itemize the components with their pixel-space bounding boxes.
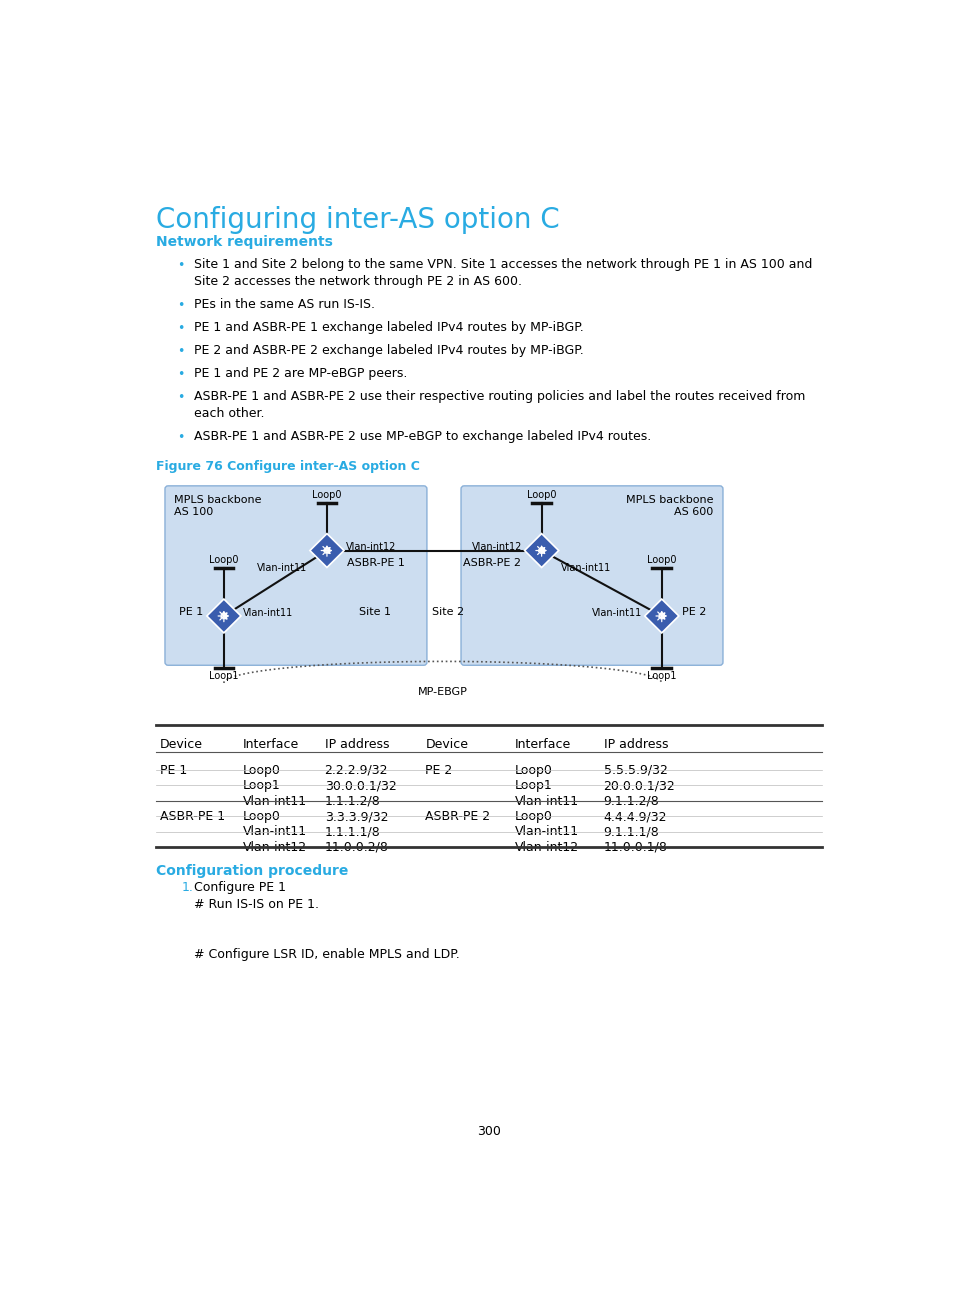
Text: Vlan-int11: Vlan-int11 xyxy=(243,826,307,839)
Text: ASBR-PE 1: ASBR-PE 1 xyxy=(159,810,225,823)
Text: ASBR-PE 2: ASBR-PE 2 xyxy=(463,559,521,568)
Text: Interface: Interface xyxy=(243,737,299,750)
Text: •: • xyxy=(176,432,184,445)
Text: Site 2: Site 2 xyxy=(432,607,464,617)
Text: PE 1: PE 1 xyxy=(159,763,187,776)
Text: Loop0: Loop0 xyxy=(243,763,281,776)
Text: Loop1: Loop1 xyxy=(514,779,552,792)
Text: MPLS backbone
AS 100: MPLS backbone AS 100 xyxy=(174,495,261,517)
Text: Loop0: Loop0 xyxy=(243,810,281,823)
Text: •: • xyxy=(176,391,184,404)
Text: Site 1 and Site 2 belong to the same VPN. Site 1 accesses the network through PE: Site 1 and Site 2 belong to the same VPN… xyxy=(194,258,812,288)
Text: •: • xyxy=(176,345,184,358)
Text: # Run IS-IS on PE 1.: # Run IS-IS on PE 1. xyxy=(194,898,319,911)
Text: Device: Device xyxy=(159,737,202,750)
Text: Vlan-int11: Vlan-int11 xyxy=(592,608,641,618)
FancyBboxPatch shape xyxy=(460,486,722,665)
Text: •: • xyxy=(176,299,184,312)
Text: Interface: Interface xyxy=(514,737,570,750)
Text: •: • xyxy=(176,368,184,381)
Text: 5.5.5.9/32: 5.5.5.9/32 xyxy=(603,763,667,776)
Text: 9.1.1.1/8: 9.1.1.1/8 xyxy=(603,826,659,839)
Text: 1.1.1.2/8: 1.1.1.2/8 xyxy=(324,794,380,807)
Text: ASBR-PE 1: ASBR-PE 1 xyxy=(347,559,405,568)
Text: Network requirements: Network requirements xyxy=(155,235,333,249)
Polygon shape xyxy=(310,534,344,568)
Text: Vlan-int11: Vlan-int11 xyxy=(243,608,294,618)
Text: ASBR-PE 2: ASBR-PE 2 xyxy=(425,810,490,823)
Text: PE 2 and ASBR-PE 2 exchange labeled IPv4 routes by MP-iBGP.: PE 2 and ASBR-PE 2 exchange labeled IPv4… xyxy=(194,345,583,358)
Text: PE 2: PE 2 xyxy=(425,763,452,776)
Text: MP-EBGP: MP-EBGP xyxy=(417,687,467,697)
Text: 4.4.4.9/32: 4.4.4.9/32 xyxy=(603,810,666,823)
Text: •: • xyxy=(176,321,184,334)
Text: Loop0: Loop0 xyxy=(526,490,556,500)
Text: Vlan-int12: Vlan-int12 xyxy=(243,841,307,854)
Text: •: • xyxy=(176,259,184,272)
Text: 20.0.0.1/32: 20.0.0.1/32 xyxy=(603,779,675,792)
Text: Vlan-int11: Vlan-int11 xyxy=(243,794,307,807)
Text: # Configure LSR ID, enable MPLS and LDP.: # Configure LSR ID, enable MPLS and LDP. xyxy=(194,947,459,960)
Text: 11.0.0.1/8: 11.0.0.1/8 xyxy=(603,841,667,854)
Text: PE 2: PE 2 xyxy=(681,607,705,617)
Text: 300: 300 xyxy=(476,1125,500,1138)
Text: 1.1.1.1/8: 1.1.1.1/8 xyxy=(324,826,380,839)
Text: ASBR-PE 1 and ASBR-PE 2 use their respective routing policies and label the rout: ASBR-PE 1 and ASBR-PE 2 use their respec… xyxy=(194,390,805,420)
Text: Vlan-int12: Vlan-int12 xyxy=(472,543,521,552)
Text: Vlan-int11: Vlan-int11 xyxy=(560,562,611,573)
Text: Vlan-int11: Vlan-int11 xyxy=(257,562,307,573)
Text: IP address: IP address xyxy=(603,737,667,750)
Text: Loop1: Loop1 xyxy=(209,670,238,680)
Text: PEs in the same AS run IS-IS.: PEs in the same AS run IS-IS. xyxy=(194,298,375,311)
Text: 1.: 1. xyxy=(181,881,193,894)
Text: Loop1: Loop1 xyxy=(646,670,676,680)
Text: Configure PE 1: Configure PE 1 xyxy=(194,881,286,894)
Text: Loop0: Loop0 xyxy=(514,763,552,776)
Text: PE 1 and PE 2 are MP-eBGP peers.: PE 1 and PE 2 are MP-eBGP peers. xyxy=(194,367,407,380)
Text: Site 1: Site 1 xyxy=(359,607,391,617)
Text: 11.0.0.2/8: 11.0.0.2/8 xyxy=(324,841,388,854)
Text: 30.0.0.1/32: 30.0.0.1/32 xyxy=(324,779,395,792)
Text: Vlan-int11: Vlan-int11 xyxy=(514,826,578,839)
Text: MPLS backbone
AS 600: MPLS backbone AS 600 xyxy=(625,495,713,517)
Text: PE 1: PE 1 xyxy=(179,607,204,617)
Polygon shape xyxy=(644,599,679,632)
Polygon shape xyxy=(207,599,241,632)
Text: Loop0: Loop0 xyxy=(209,555,238,565)
Text: Loop0: Loop0 xyxy=(312,490,341,500)
Text: Loop1: Loop1 xyxy=(243,779,281,792)
Polygon shape xyxy=(524,534,558,568)
Text: 3.3.3.9/32: 3.3.3.9/32 xyxy=(324,810,388,823)
Text: Vlan-int12: Vlan-int12 xyxy=(346,543,396,552)
FancyBboxPatch shape xyxy=(165,486,427,665)
Text: ASBR-PE 1 and ASBR-PE 2 use MP-eBGP to exchange labeled IPv4 routes.: ASBR-PE 1 and ASBR-PE 2 use MP-eBGP to e… xyxy=(194,430,651,443)
Text: Vlan-int12: Vlan-int12 xyxy=(514,841,578,854)
Text: Figure 76 Configure inter-AS option C: Figure 76 Configure inter-AS option C xyxy=(155,460,419,473)
Text: Configuring inter-AS option C: Configuring inter-AS option C xyxy=(155,206,558,235)
Text: 2.2.2.9/32: 2.2.2.9/32 xyxy=(324,763,388,776)
Text: Configuration procedure: Configuration procedure xyxy=(155,864,348,877)
Text: 9.1.1.2/8: 9.1.1.2/8 xyxy=(603,794,659,807)
Text: Device: Device xyxy=(425,737,468,750)
Text: Vlan-int11: Vlan-int11 xyxy=(514,794,578,807)
Text: PE 1 and ASBR-PE 1 exchange labeled IPv4 routes by MP-iBGP.: PE 1 and ASBR-PE 1 exchange labeled IPv4… xyxy=(194,321,583,334)
Text: IP address: IP address xyxy=(324,737,389,750)
Text: Loop0: Loop0 xyxy=(514,810,552,823)
Text: Loop0: Loop0 xyxy=(646,555,676,565)
